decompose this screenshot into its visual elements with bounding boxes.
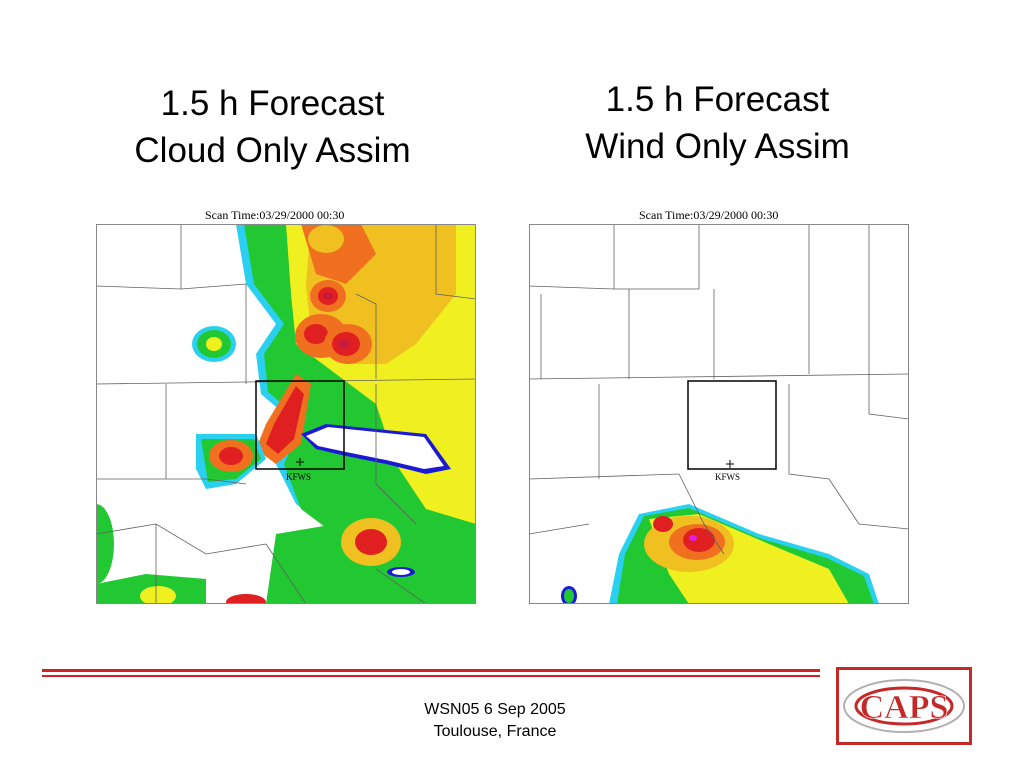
footer-event: WSN05 6 Sep 2005 <box>424 701 566 718</box>
footer-location: Toulouse, France <box>433 723 557 740</box>
right-title-line2: Wind Only Assim <box>585 127 850 166</box>
svg-text:CAPS: CAPS <box>860 689 949 726</box>
left-station-label: KFWS <box>286 472 311 482</box>
right-county-boundaries <box>529 224 909 555</box>
right-domain-box <box>687 380 777 470</box>
left-title-line1: 1.5 h Forecast <box>160 84 385 123</box>
right-scan-time: Scan Time:03/29/2000 00:30 <box>639 208 779 222</box>
left-station-marker <box>296 458 304 466</box>
left-panel-title: 1.5 h Forecast Cloud Only Assim <box>100 80 445 174</box>
right-echo-field <box>561 504 879 604</box>
left-scan-time: Scan Time:03/29/2000 00:30 <box>205 208 345 222</box>
right-station-label: KFWS <box>715 472 740 482</box>
right-title-line1: 1.5 h Forecast <box>605 80 830 119</box>
caps-logo: CAPS <box>836 667 972 745</box>
footer-rule-top <box>42 669 820 672</box>
left-domain-box <box>255 380 345 470</box>
right-station-marker <box>726 460 734 468</box>
left-reflectivity-map: KFWS <box>96 224 476 604</box>
right-reflectivity-map: KFWS <box>529 224 909 604</box>
right-panel-title: 1.5 h Forecast Wind Only Assim <box>545 76 890 170</box>
left-echo-field <box>96 224 476 604</box>
footer-rule-bottom <box>42 675 820 677</box>
left-county-boundaries <box>96 224 476 604</box>
left-title-line2: Cloud Only Assim <box>134 131 411 170</box>
